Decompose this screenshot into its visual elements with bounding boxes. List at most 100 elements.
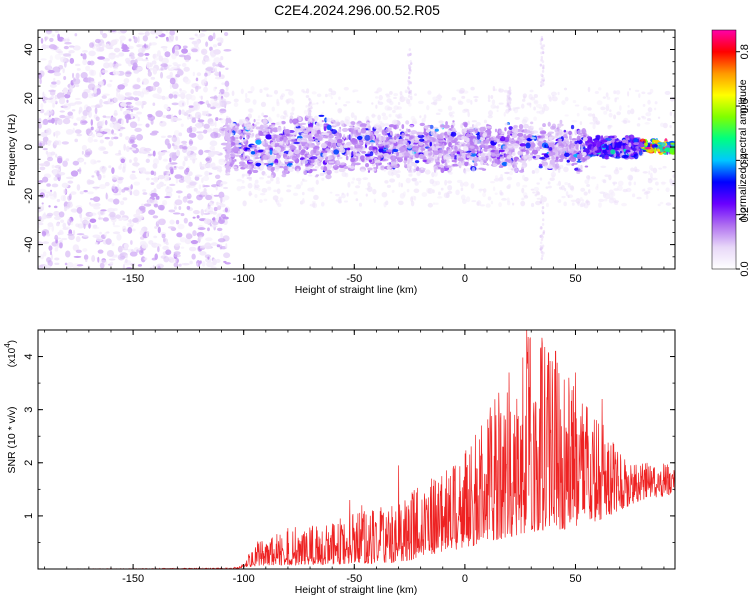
- spectral-blob: [45, 142, 48, 145]
- spectral-blob: [205, 157, 211, 162]
- spectral-blob: [303, 170, 308, 176]
- spectral-blob: [520, 103, 525, 109]
- spectral-blob: [169, 83, 172, 90]
- spectral-blob: [391, 171, 394, 177]
- spectrogram-marks: [38, 30, 675, 269]
- spectral-blob: [548, 142, 555, 148]
- spectral-blob: [435, 145, 441, 149]
- spectral-blob: [302, 90, 307, 94]
- spectral-blob: [549, 159, 556, 165]
- spectral-blob: [463, 169, 467, 175]
- spectral-blob: [540, 234, 544, 238]
- spectral-blob: [409, 89, 413, 93]
- spectral-blob: [111, 175, 120, 180]
- spectral-blob: [279, 197, 284, 203]
- spectral-blob: [383, 168, 387, 172]
- spectral-blob: [645, 190, 651, 194]
- spectral-blob: [69, 57, 75, 64]
- spectral-blob: [79, 191, 84, 195]
- spectral-blob: [458, 142, 464, 145]
- spectral-blob: [531, 170, 536, 174]
- spectral-blob: [75, 223, 80, 228]
- spectral-blob: [157, 174, 166, 180]
- spectral-blob: [254, 193, 258, 198]
- spectral-blob: [576, 135, 581, 141]
- spectral-blob: [82, 220, 91, 225]
- spectral-blob: [403, 160, 408, 164]
- spectral-blob: [186, 205, 191, 210]
- spectral-blob: [47, 223, 51, 231]
- spectral-blob: [78, 109, 81, 115]
- spectral-blob: [211, 166, 219, 170]
- spectral-blob: [616, 111, 621, 116]
- spectral-blob: [38, 208, 42, 213]
- spectral-blob: [82, 59, 88, 66]
- spectral-blob: [352, 151, 357, 155]
- spectral-blob: [76, 206, 83, 214]
- spectral-blob: [645, 194, 649, 200]
- spectral-blob: [430, 101, 437, 105]
- spectral-blob: [343, 103, 348, 107]
- spectral-blob: [136, 66, 143, 71]
- spectral-blob: [135, 133, 144, 141]
- spectral-blob: [630, 108, 635, 115]
- spectral-blob: [74, 101, 83, 105]
- spectral-blob: [181, 109, 185, 115]
- spectral-blob: [267, 186, 272, 191]
- spectral-blob: [453, 138, 458, 142]
- spectral-blob: [300, 181, 303, 186]
- spectral-blob: [431, 145, 435, 149]
- spectral-blob: [91, 133, 95, 138]
- spectral-blob: [170, 258, 177, 264]
- spectral-blob: [301, 159, 309, 165]
- spectral-blob: [157, 50, 161, 57]
- spectral-blob: [195, 77, 199, 82]
- spectral-blob: [471, 148, 476, 154]
- spectral-blob: [515, 181, 521, 187]
- spectral-blob: [100, 128, 104, 132]
- spectral-blob: [118, 52, 125, 57]
- spectral-blob: [636, 196, 642, 200]
- spectral-blob: [300, 140, 308, 143]
- spectral-blob: [247, 113, 252, 119]
- spectral-blob: [87, 92, 95, 99]
- spectral-blob: [451, 159, 457, 163]
- spectral-blob: [124, 259, 128, 263]
- spectral-blob: [622, 143, 626, 146]
- spectral-blob: [454, 155, 458, 160]
- spectral-blob: [407, 79, 410, 83]
- spectral-blob: [514, 116, 520, 120]
- spectral-blob: [533, 116, 538, 122]
- spectral-blob: [409, 135, 414, 139]
- spectral-blob: [53, 205, 58, 209]
- spectral-blob: [334, 119, 339, 123]
- spectral-blob: [284, 156, 289, 159]
- spectral-blob: [638, 143, 645, 148]
- spectral-blob: [388, 124, 396, 128]
- spectral-blob: [89, 42, 94, 48]
- spectral-blob: [457, 162, 463, 166]
- spectral-blob: [345, 137, 349, 141]
- spectral-blob: [346, 147, 351, 151]
- spectral-blob: [533, 106, 536, 111]
- spectral-blob: [466, 98, 471, 103]
- spectral-blob: [54, 119, 58, 126]
- spectral-blob: [430, 130, 435, 136]
- spectral-blob: [219, 65, 225, 68]
- spectral-blob: [642, 171, 648, 174]
- spectral-blob: [539, 177, 543, 181]
- spectral-blob: [270, 125, 274, 129]
- spectral-blob: [319, 123, 323, 127]
- spectral-blob: [108, 140, 114, 147]
- spectral-blob: [47, 260, 53, 267]
- spectral-blob: [382, 115, 389, 121]
- spectral-blob: [115, 214, 122, 219]
- spectral-blob: [480, 152, 485, 158]
- spectral-blob: [164, 138, 170, 146]
- spectral-blob: [240, 185, 246, 189]
- spectral-blob: [523, 158, 527, 162]
- spectral-blob: [271, 106, 275, 112]
- spectral-blob: [560, 185, 565, 191]
- spectral-blob: [131, 228, 136, 232]
- spectral-blob: [138, 249, 144, 256]
